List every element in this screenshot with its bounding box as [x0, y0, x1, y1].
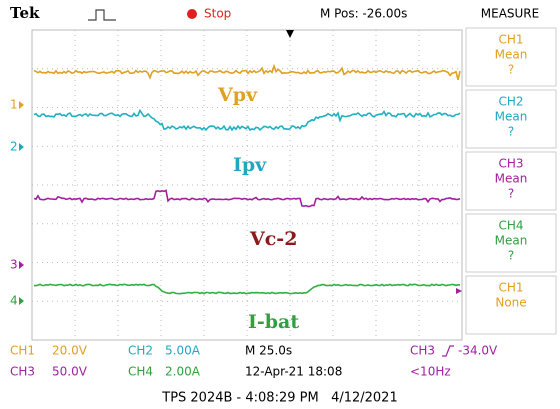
channel-scale: 50.0V	[52, 365, 88, 379]
trigger-level: -34.0V	[458, 344, 498, 358]
marker-arrow	[19, 143, 24, 151]
measure-value: ?	[508, 63, 514, 77]
channel-name: CH2	[128, 344, 153, 358]
measure-channel: CH4	[498, 219, 523, 233]
horizontal-position: M Pos: -26.00s	[320, 7, 407, 21]
channel-scale: 5.00A	[165, 344, 201, 358]
trace-label: Vpv	[217, 84, 258, 106]
measure-value: ?	[508, 125, 514, 139]
trace-label: Ipv	[233, 154, 267, 176]
measure-channel: CH1	[498, 33, 523, 47]
stop-indicator	[187, 9, 197, 19]
run-status: Stop	[204, 7, 231, 21]
brand: Tek	[10, 4, 40, 22]
channel-marker: 2	[10, 140, 18, 154]
marker-arrow	[19, 297, 24, 305]
channel-marker: 1	[10, 98, 18, 112]
channel-name: CH1	[10, 344, 35, 358]
measure-stat: None	[495, 296, 526, 310]
trigger-frequency: <10Hz	[410, 365, 451, 379]
marker-arrow	[19, 261, 24, 269]
timebase: M 25.0s	[245, 344, 292, 358]
channel-name: CH3	[10, 365, 35, 379]
measure-value: ?	[508, 249, 514, 263]
footer: TPS 2024B - 4:08:29 PM 4/12/2021	[161, 391, 397, 406]
channel-scale: 2.00A	[165, 365, 201, 379]
trace-label: I-bat	[248, 311, 299, 333]
panel-title: MEASURE	[481, 7, 539, 21]
channel-scale: 20.0V	[52, 344, 88, 358]
measure-value: ?	[508, 187, 514, 201]
trigger-slope-icon	[442, 346, 454, 356]
channel-marker: 3	[10, 258, 18, 272]
acquire-icon	[88, 10, 116, 20]
measure-channel: CH3	[498, 157, 523, 171]
channel-name: CH4	[128, 365, 153, 379]
measure-stat: Mean	[495, 234, 528, 248]
trace-label: Vc-2	[249, 228, 297, 250]
measure-stat: Mean	[495, 110, 528, 124]
measure-stat: Mean	[495, 48, 528, 62]
measure-channel: CH2	[498, 95, 523, 109]
measure-channel: CH1	[498, 281, 523, 295]
channel-marker: 4	[10, 294, 18, 308]
trigger-channel: CH3	[410, 344, 435, 358]
marker-arrow	[19, 101, 24, 109]
oscilloscope-screen: Tek Stop M Pos: -26.00s MEASURE CH1Mean?…	[0, 0, 560, 409]
measure-stat: Mean	[495, 172, 528, 186]
date-time: 12-Apr-21 18:08	[245, 365, 342, 379]
